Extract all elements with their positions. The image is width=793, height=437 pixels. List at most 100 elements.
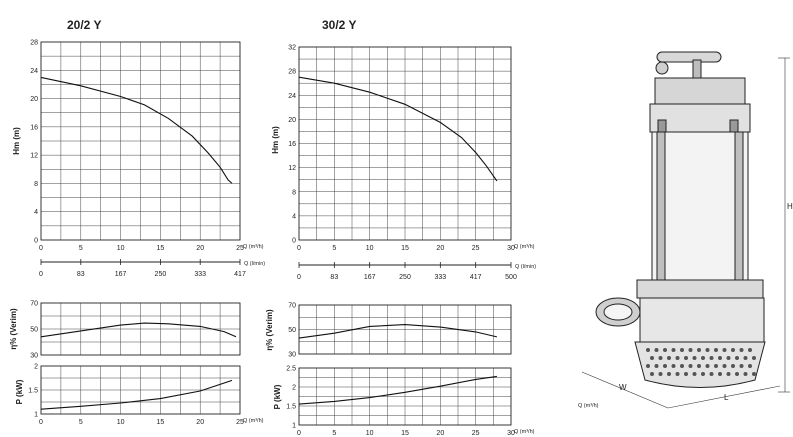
y-tick-label: 32 — [288, 45, 296, 52]
x-tick-label: 10 — [117, 419, 125, 426]
curve-line — [298, 324, 498, 339]
strainer-hole — [714, 348, 718, 352]
y-tick-label: 1.5 — [28, 388, 38, 395]
strainer-hole — [650, 356, 654, 360]
x-tick-label: 10 — [117, 245, 125, 252]
q-litre-tick-label: 167 — [364, 274, 376, 281]
y-tick-label: 28 — [30, 40, 38, 47]
y-tick-label: 16 — [288, 141, 296, 148]
strainer-hole — [705, 364, 710, 368]
chart-title-30-2y: 30/2 Y — [322, 18, 356, 32]
y-tick-label: 0 — [292, 238, 296, 245]
q-litre-tick-label: 0 — [39, 271, 43, 278]
strainer-hole — [739, 364, 744, 368]
pump-motor-head — [649, 77, 751, 135]
pump-flow-note: Q (m³/h) — [578, 403, 599, 409]
strainer-hole — [675, 356, 680, 360]
x-tick-label: 10 — [366, 430, 374, 437]
strainer-hole — [752, 372, 756, 376]
q-litre-tick-label: 417 — [234, 271, 246, 278]
strainer-hole — [701, 372, 705, 376]
y-tick-label: 0 — [34, 238, 38, 245]
strainer-hole — [658, 372, 663, 376]
y-tick-label: 28 — [288, 69, 296, 76]
pump-illustration — [595, 51, 766, 388]
strainer-holes — [646, 348, 756, 376]
plot-frame — [40, 302, 241, 356]
curve-line — [40, 76, 233, 184]
x-tick-label: 25 — [472, 245, 480, 252]
y-tick-label: 12 — [288, 165, 296, 172]
x-axis-label: Q (m³/h) — [514, 429, 535, 435]
plot-frame — [40, 365, 241, 415]
strainer-hole — [697, 348, 701, 352]
x-axis-label: Q (m³/h) — [514, 244, 535, 250]
strainer-hole — [671, 364, 676, 368]
x-tick-label: 15 — [401, 245, 409, 252]
strainer-hole — [726, 356, 731, 360]
dimension-w-label: W — [619, 383, 627, 392]
x-tick-label: 15 — [401, 430, 409, 437]
flow-litre-axis-30-2y: 0 83 167 250 333 417 500 Q (l/min) — [297, 262, 536, 281]
y-tick-label: 4 — [34, 209, 38, 216]
flow-litre-axis-20-2y: 0 83 167 250 333 417 Q (l/min) — [39, 259, 265, 278]
y-tick-label: 30 — [288, 352, 296, 359]
x-tick-label: 15 — [157, 245, 165, 252]
y-axis-label: P (kW) — [15, 379, 24, 404]
strainer-hole — [718, 372, 722, 376]
x-tick-label: 0 — [297, 430, 301, 437]
strainer-hole — [709, 372, 714, 376]
y-tick-label: 2 — [34, 364, 38, 371]
y-axis-label: Hm (m) — [271, 126, 280, 154]
x-tick-label: 20 — [436, 245, 444, 252]
x-tick-label: 0 — [39, 245, 43, 252]
y-tick-label: 1 — [292, 423, 296, 430]
y-tick-label: 50 — [288, 327, 296, 334]
y-axis-label: Hm (m) — [12, 127, 21, 155]
x-tick-label: 0 — [39, 419, 43, 426]
strainer-hole — [692, 356, 697, 360]
strainer-hole — [680, 364, 684, 368]
strainer-hole — [684, 372, 688, 376]
x-axis-label: Q (m³/h) — [243, 418, 264, 424]
strainer-hole — [731, 348, 735, 352]
pump-base-housing — [595, 279, 765, 343]
strainer-hole — [722, 348, 727, 352]
strainer-hole — [675, 372, 680, 376]
strainer-hole — [663, 364, 667, 368]
strainer-hole — [739, 348, 744, 352]
q-litre-tick-label: 500 — [505, 274, 517, 281]
strainer-hole — [743, 372, 748, 376]
strainer-hole — [743, 356, 748, 360]
q-litre-unit-label: Q (l/min) — [515, 264, 536, 270]
x-tick-label: 30 — [507, 430, 515, 437]
y-tick-label: 24 — [288, 93, 296, 100]
x-tick-label: 5 — [79, 245, 83, 252]
strainer-hole — [667, 356, 671, 360]
q-litre-tick-label: 0 — [297, 274, 301, 281]
y-tick-label: 8 — [292, 189, 296, 196]
q-litre-tick-label: 83 — [330, 274, 338, 281]
y-tick-label: 16 — [30, 124, 38, 131]
y-tick-label: 2 — [292, 385, 296, 392]
q-litre-tick-label: 83 — [77, 271, 85, 278]
strainer-hole — [667, 372, 671, 376]
strainer-hole — [688, 364, 693, 368]
strainer-hole — [671, 348, 676, 352]
y-tick-label: 12 — [30, 153, 38, 160]
strainer-hole — [684, 356, 688, 360]
strainer-hole — [654, 348, 659, 352]
strainer-hole — [709, 356, 714, 360]
x-axis-label: Q (m³/h) — [243, 244, 264, 250]
y-tick-label: 70 — [288, 303, 296, 310]
strainer-hole — [731, 364, 735, 368]
head-chart-20-2y: 0 4 8 12 16 20 24 28 0 5 10 15 20 25 Q (m³/h) Hm (m) — [12, 40, 264, 253]
curve-line — [40, 322, 237, 338]
x-tick-label: 5 — [332, 245, 336, 252]
strainer-hole — [722, 364, 727, 368]
x-tick-label: 20 — [196, 245, 204, 252]
strainer-hole — [701, 356, 705, 360]
pump-body — [651, 131, 749, 283]
y-tick-label: 24 — [30, 68, 38, 75]
y-tick-label: 70 — [30, 301, 38, 308]
